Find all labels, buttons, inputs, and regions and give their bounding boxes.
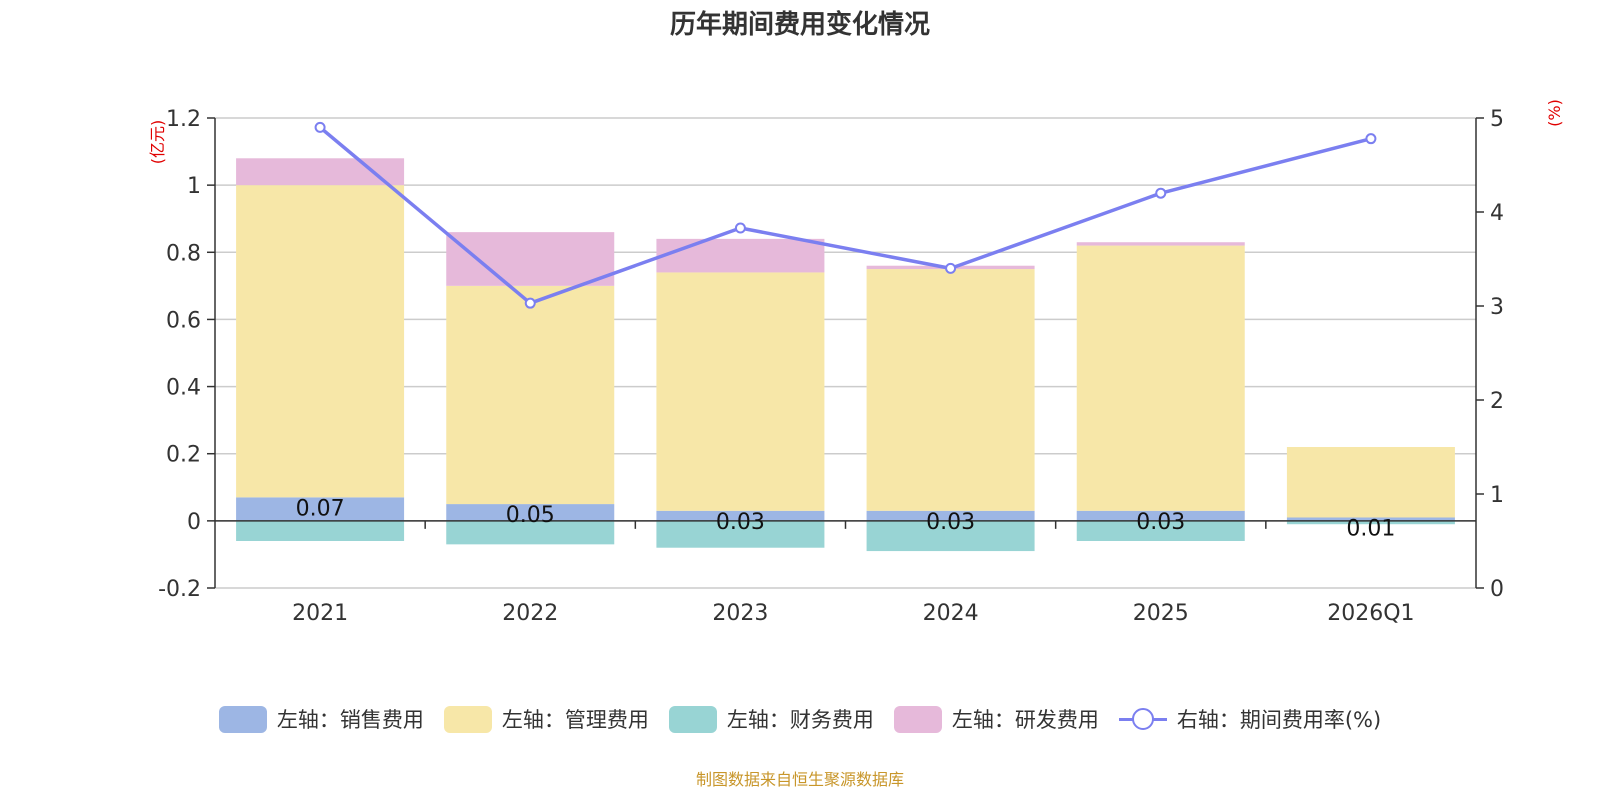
data-label-sales: 0.03 — [1136, 510, 1185, 535]
bar-sales-expense — [866, 510, 1035, 521]
left-tick-label: 0.4 — [166, 376, 201, 401]
legend-swatch-finance — [668, 705, 717, 733]
right-tick-label: 0 — [1490, 577, 1504, 602]
bar-rnd-expense — [1076, 242, 1245, 246]
x-category-label: 2022 — [502, 601, 558, 626]
left-tick-label: 0 — [187, 510, 201, 535]
bar-admin-expense — [446, 285, 615, 505]
legend-item-expense-rate[interactable]: 右轴：期间费用率(%) — [1118, 704, 1382, 734]
point-expense-rate — [1155, 187, 1167, 199]
bar-finance-expense — [1076, 520, 1245, 541]
left-tick-label: -0.2 — [158, 577, 201, 602]
right-tick-label: 1 — [1490, 483, 1504, 508]
line-expense-rate — [318, 126, 1372, 305]
bar-sales-expense — [656, 510, 825, 521]
legend-item-finance[interactable]: 左轴：财务费用 — [668, 704, 874, 734]
bar-admin-expense — [1076, 245, 1245, 511]
legend-line-marker-icon — [1118, 706, 1167, 733]
legend-label-sales: 左轴：销售费用 — [276, 708, 424, 732]
legend-item-sales[interactable]: 左轴：销售费用 — [218, 704, 424, 734]
bar-sales-expense — [446, 504, 615, 521]
bar-finance-expense — [656, 520, 825, 548]
x-category-label: 2026Q1 — [1327, 601, 1414, 626]
point-expense-rate — [314, 121, 326, 133]
left-axis-unit: (亿元) — [148, 120, 167, 165]
right-tick-label: 4 — [1490, 201, 1504, 226]
right-tick-label: 5 — [1490, 107, 1504, 132]
chart-canvas: 1.2 1 0.8 0.6 0.4 0.2 0 -0.2 5 4 3 2 1 0 (亿元) (%) 0.07 0.… — [148, 99, 1564, 626]
data-source-note: 制图数据来自恒生聚源数据库 — [695, 770, 904, 789]
right-axis-unit: (%) — [1545, 99, 1564, 127]
left-tick-label: 1.2 — [166, 107, 201, 132]
point-expense-rate — [524, 297, 536, 309]
left-tick-label: 0.8 — [166, 241, 201, 266]
bar-sales-expense — [1286, 517, 1455, 521]
point-expense-rate — [945, 262, 957, 274]
bar-admin-expense — [656, 272, 825, 511]
bar-finance-expense — [446, 520, 615, 545]
legend-label-finance: 左轴：财务费用 — [726, 708, 874, 732]
x-category-label: 2021 — [292, 601, 348, 626]
x-category-label: 2023 — [712, 601, 768, 626]
bar-finance-expense — [866, 520, 1035, 552]
legend-item-admin[interactable]: 左轴：管理费用 — [443, 704, 649, 734]
right-tick-label: 3 — [1490, 295, 1504, 320]
bar-sales-expense — [236, 497, 405, 521]
bar-admin-expense — [236, 185, 405, 498]
x-category-label: 2024 — [923, 601, 979, 626]
bar-rnd-expense — [656, 238, 825, 273]
bar-rnd-expense — [446, 232, 615, 286]
legend: 左轴：销售费用 左轴：管理费用 左轴：财务费用 左轴：研发费用 右轴：期间费用率… — [0, 704, 1600, 734]
bar-finance-expense — [236, 520, 405, 541]
legend-label-expense-rate: 右轴：期间费用率(%) — [1176, 708, 1382, 732]
bar-rnd-expense — [236, 158, 405, 186]
legend-item-rnd[interactable]: 左轴：研发费用 — [893, 704, 1099, 734]
data-label-sales: 0.01 — [1346, 517, 1395, 542]
legend-label-rnd: 左轴：研发费用 — [951, 708, 1099, 732]
legend-swatch-sales — [218, 705, 267, 733]
bar-finance-expense — [1286, 520, 1455, 525]
data-label-sales: 0.03 — [716, 510, 765, 535]
legend-label-admin: 左轴：管理费用 — [501, 708, 649, 732]
right-tick-label: 2 — [1490, 389, 1504, 414]
left-tick-label: 0.2 — [166, 443, 201, 468]
data-label-sales: 0.07 — [296, 496, 345, 521]
left-tick-label: 1 — [187, 174, 201, 199]
point-expense-rate — [1365, 133, 1377, 145]
bar-sales-expense — [1076, 510, 1245, 521]
legend-swatch-admin — [443, 705, 492, 733]
chart-title: 历年期间费用变化情况 — [669, 10, 930, 40]
bar-admin-expense — [1286, 447, 1455, 518]
x-category-label: 2025 — [1133, 601, 1189, 626]
data-label-sales: 0.03 — [926, 510, 975, 535]
left-tick-label: 0.6 — [166, 308, 201, 333]
data-label-sales: 0.05 — [506, 503, 555, 528]
point-expense-rate — [734, 222, 746, 234]
bar-admin-expense — [866, 269, 1035, 511]
legend-swatch-rnd — [893, 705, 942, 733]
